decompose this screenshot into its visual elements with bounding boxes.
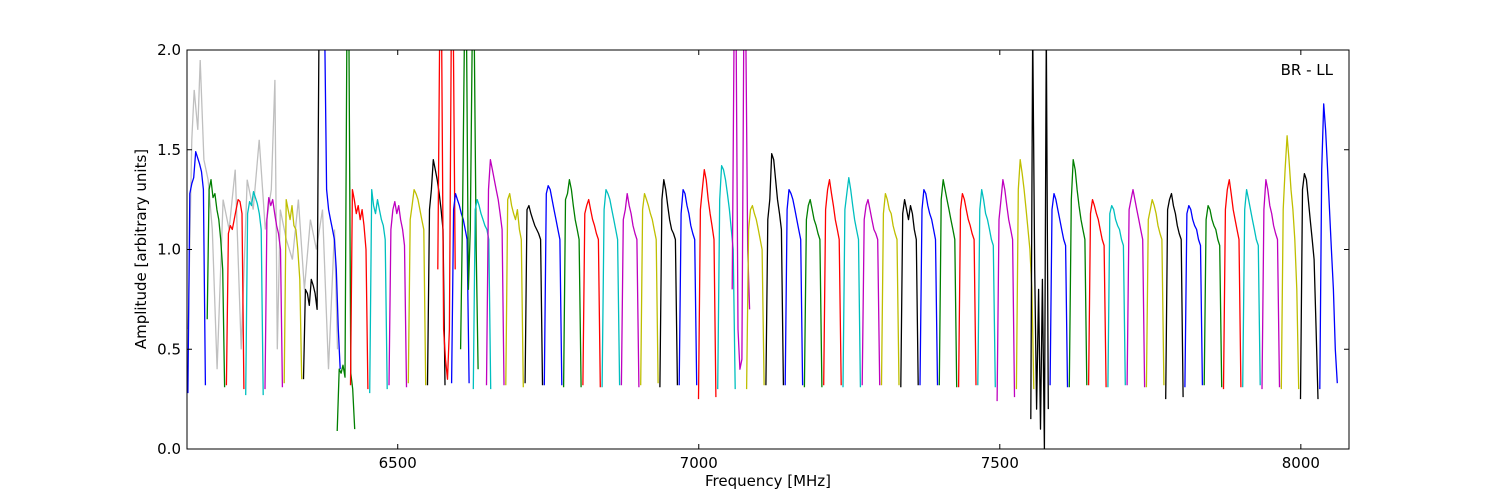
series-line-59 xyxy=(1261,179,1281,390)
series-line-45 xyxy=(996,179,1016,402)
series-line-1 xyxy=(206,179,226,388)
series-line-43 xyxy=(957,192,977,388)
series-line-55 xyxy=(1184,204,1204,388)
series-line-9 xyxy=(349,188,369,390)
series-line-53 xyxy=(1145,198,1165,388)
series-line-32 xyxy=(745,204,765,390)
y-tick-label: 0.0 xyxy=(157,440,181,458)
series-line-15 xyxy=(450,192,470,384)
series-line-5 xyxy=(283,198,303,384)
series-line-47 xyxy=(1030,50,1049,449)
x-axis-ticks: 6500 7000 7500 8000 xyxy=(379,50,1320,472)
series-line-62 xyxy=(1319,103,1338,390)
series-line-36 xyxy=(823,179,842,386)
series-line-54 xyxy=(1165,192,1184,400)
series-line-12 xyxy=(407,188,427,386)
series-line-2 xyxy=(225,198,245,390)
series-line-39 xyxy=(880,192,900,386)
x-tick-label: 7500 xyxy=(981,454,1019,472)
series-line-8 xyxy=(336,50,356,432)
y-tick-label: 0.5 xyxy=(157,340,181,358)
series-line-24 xyxy=(601,188,621,388)
series-line-50 xyxy=(1087,198,1107,388)
series-line-0 xyxy=(187,151,207,394)
series-line-22 xyxy=(562,179,582,388)
series-line-33 xyxy=(765,153,785,386)
x-tick-label: 7000 xyxy=(680,454,718,472)
series-line-52 xyxy=(1126,188,1146,388)
series-line-6 xyxy=(302,50,320,380)
series-line-18 xyxy=(485,159,505,386)
series-line-3 xyxy=(245,190,264,396)
series-line-4 xyxy=(264,196,284,390)
series-line-37 xyxy=(842,177,862,388)
series-line-31 xyxy=(731,50,751,370)
series-line-58 xyxy=(1242,188,1261,388)
y-tick-label: 1.0 xyxy=(157,241,181,259)
series-line-57 xyxy=(1222,179,1242,390)
series-line-56 xyxy=(1203,204,1223,388)
y-tick-label: 2.0 xyxy=(157,41,181,59)
y-axis-label: Amplitude [arbitrary units] xyxy=(132,149,150,349)
series-line-19 xyxy=(505,192,524,388)
x-axis-label: Frequency [MHz] xyxy=(705,472,831,490)
series-line-51 xyxy=(1107,204,1126,388)
series-line-40 xyxy=(900,198,919,388)
series-line-60 xyxy=(1280,135,1300,390)
series-line-41 xyxy=(919,188,939,386)
series-line-34 xyxy=(784,188,804,386)
series-line-28 xyxy=(678,188,698,386)
series-line-42 xyxy=(938,179,958,388)
x-tick-label: 6500 xyxy=(379,454,417,472)
series-line-14 xyxy=(437,50,456,380)
series-line-25 xyxy=(620,192,640,388)
series-line-35 xyxy=(803,198,823,388)
series-line-61 xyxy=(1299,173,1319,400)
y-tick-label: 1.5 xyxy=(157,141,181,159)
gray-background-trace xyxy=(187,59,339,370)
series-line-20 xyxy=(524,204,544,386)
series-line-44 xyxy=(977,188,996,388)
panel-annotation: BR - LL xyxy=(1281,61,1334,79)
gray-background-layer xyxy=(187,59,339,370)
series-line-49 xyxy=(1068,159,1088,388)
x-tick-label: 8000 xyxy=(1282,454,1320,472)
series-line-38 xyxy=(861,198,881,386)
series-line-27 xyxy=(659,179,679,388)
series-line-26 xyxy=(640,192,659,386)
series-line-16 xyxy=(459,50,479,370)
series-line-23 xyxy=(582,198,601,388)
series-layer xyxy=(187,50,1338,449)
series-line-10 xyxy=(369,188,388,394)
series-line-11 xyxy=(388,200,408,388)
series-line-21 xyxy=(543,185,563,386)
series-line-13 xyxy=(426,159,446,386)
y-axis-ticks: 0.0 0.5 1.0 1.5 2.0 xyxy=(157,41,1349,458)
series-line-29 xyxy=(697,169,717,400)
series-line-48 xyxy=(1049,192,1069,388)
series-line-7 xyxy=(324,50,341,370)
